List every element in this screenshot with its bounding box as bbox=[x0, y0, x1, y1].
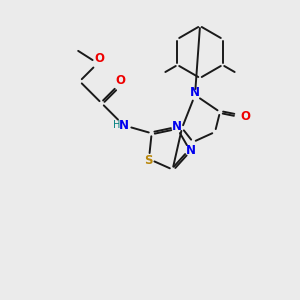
Text: H: H bbox=[113, 120, 120, 130]
Text: N: N bbox=[186, 144, 196, 157]
Text: O: O bbox=[95, 52, 105, 65]
Text: O: O bbox=[116, 74, 126, 87]
Text: N: N bbox=[172, 120, 182, 134]
Text: N: N bbox=[119, 119, 129, 132]
Text: S: S bbox=[144, 154, 152, 167]
Text: O: O bbox=[240, 110, 250, 122]
Text: N: N bbox=[190, 85, 200, 98]
